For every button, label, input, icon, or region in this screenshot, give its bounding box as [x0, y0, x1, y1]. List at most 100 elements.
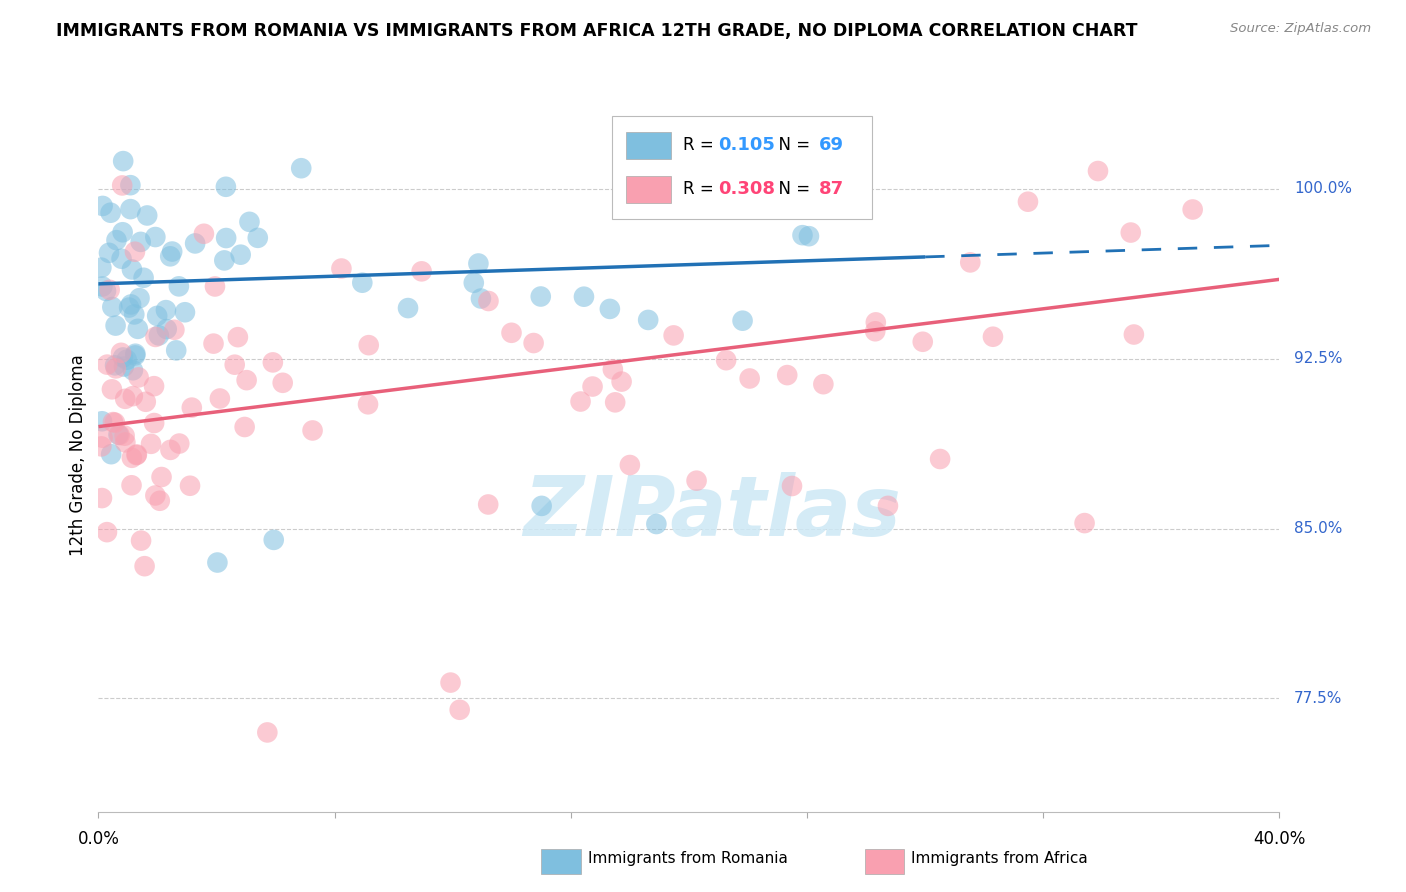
Point: [100, 205, 122, 219]
Point: [813, 377, 835, 392]
FancyBboxPatch shape: [626, 176, 671, 203]
Point: [150, 470, 173, 484]
Point: [100, 447, 122, 461]
Point: [523, 336, 546, 351]
Point: [134, 559, 156, 574]
Point: [136, 209, 159, 223]
Point: [229, 248, 252, 262]
Point: [645, 516, 668, 531]
Point: [238, 215, 260, 229]
Point: [572, 290, 595, 304]
Point: [124, 348, 146, 362]
Point: [169, 436, 191, 450]
Point: [149, 493, 172, 508]
Point: [224, 358, 246, 372]
Point: [352, 276, 374, 290]
Point: [104, 416, 127, 430]
Point: [128, 291, 150, 305]
Point: [124, 347, 146, 361]
Point: [470, 292, 492, 306]
Point: [685, 474, 707, 488]
Point: [662, 328, 685, 343]
Point: [110, 252, 132, 266]
Point: [1119, 226, 1142, 240]
Point: [780, 479, 803, 493]
Point: [104, 361, 127, 376]
Point: [865, 324, 887, 338]
Point: [637, 313, 659, 327]
Point: [110, 346, 132, 360]
Point: [605, 395, 627, 409]
Point: [163, 323, 186, 337]
Text: N =: N =: [768, 180, 815, 198]
Point: [1017, 194, 1039, 209]
Point: [160, 244, 183, 259]
Point: [124, 244, 146, 259]
Point: [125, 447, 148, 461]
Text: 92.5%: 92.5%: [1294, 351, 1343, 366]
Point: [262, 355, 284, 369]
Point: [91, 414, 114, 428]
Point: [174, 305, 197, 319]
Text: 87: 87: [818, 180, 844, 198]
Point: [124, 307, 146, 321]
Point: [139, 437, 162, 451]
Point: [127, 322, 149, 336]
Point: [226, 330, 249, 344]
Point: [981, 329, 1004, 343]
Point: [263, 533, 285, 547]
FancyBboxPatch shape: [626, 132, 671, 159]
Point: [501, 326, 523, 340]
Point: [112, 154, 135, 169]
Point: [929, 452, 952, 467]
Point: [581, 379, 603, 393]
Point: [90, 439, 112, 453]
Point: [112, 359, 135, 374]
Point: [120, 297, 142, 311]
Point: [256, 725, 278, 739]
Point: [167, 279, 190, 293]
Point: [1087, 164, 1109, 178]
Point: [731, 314, 754, 328]
Point: [214, 253, 236, 268]
Point: [121, 478, 143, 492]
Point: [145, 330, 167, 344]
Point: [135, 394, 157, 409]
Point: [121, 389, 143, 403]
Point: [467, 256, 489, 270]
Text: 0.105: 0.105: [718, 136, 775, 154]
Point: [105, 233, 128, 247]
Text: IMMIGRANTS FROM ROMANIA VS IMMIGRANTS FROM AFRICA 12TH GRADE, NO DIPLOMA CORRELA: IMMIGRANTS FROM ROMANIA VS IMMIGRANTS FR…: [56, 22, 1137, 40]
Point: [233, 420, 256, 434]
Point: [159, 442, 181, 457]
Text: R =: R =: [683, 136, 718, 154]
Point: [111, 178, 134, 193]
Point: [911, 334, 934, 349]
Point: [101, 382, 124, 396]
Point: [792, 228, 814, 243]
Point: [120, 178, 142, 193]
Point: [246, 231, 269, 245]
Point: [107, 427, 129, 442]
Point: [96, 525, 118, 540]
Point: [569, 394, 592, 409]
Point: [877, 499, 900, 513]
Text: Immigrants from Africa: Immigrants from Africa: [911, 851, 1088, 865]
Point: [104, 318, 127, 333]
Point: [159, 249, 181, 263]
Point: [129, 533, 152, 548]
Point: [804, 136, 827, 151]
Point: [111, 351, 134, 365]
Point: [797, 229, 820, 244]
Point: [143, 416, 166, 430]
Point: [148, 328, 170, 343]
Text: N =: N =: [768, 136, 815, 154]
Text: 77.5%: 77.5%: [1294, 691, 1343, 706]
Point: [145, 488, 167, 502]
Point: [207, 556, 229, 570]
Text: 85.0%: 85.0%: [1294, 521, 1343, 536]
Point: [208, 392, 231, 406]
Text: 0.308: 0.308: [718, 180, 776, 198]
Point: [738, 371, 761, 385]
Text: 100.0%: 100.0%: [1294, 181, 1353, 196]
